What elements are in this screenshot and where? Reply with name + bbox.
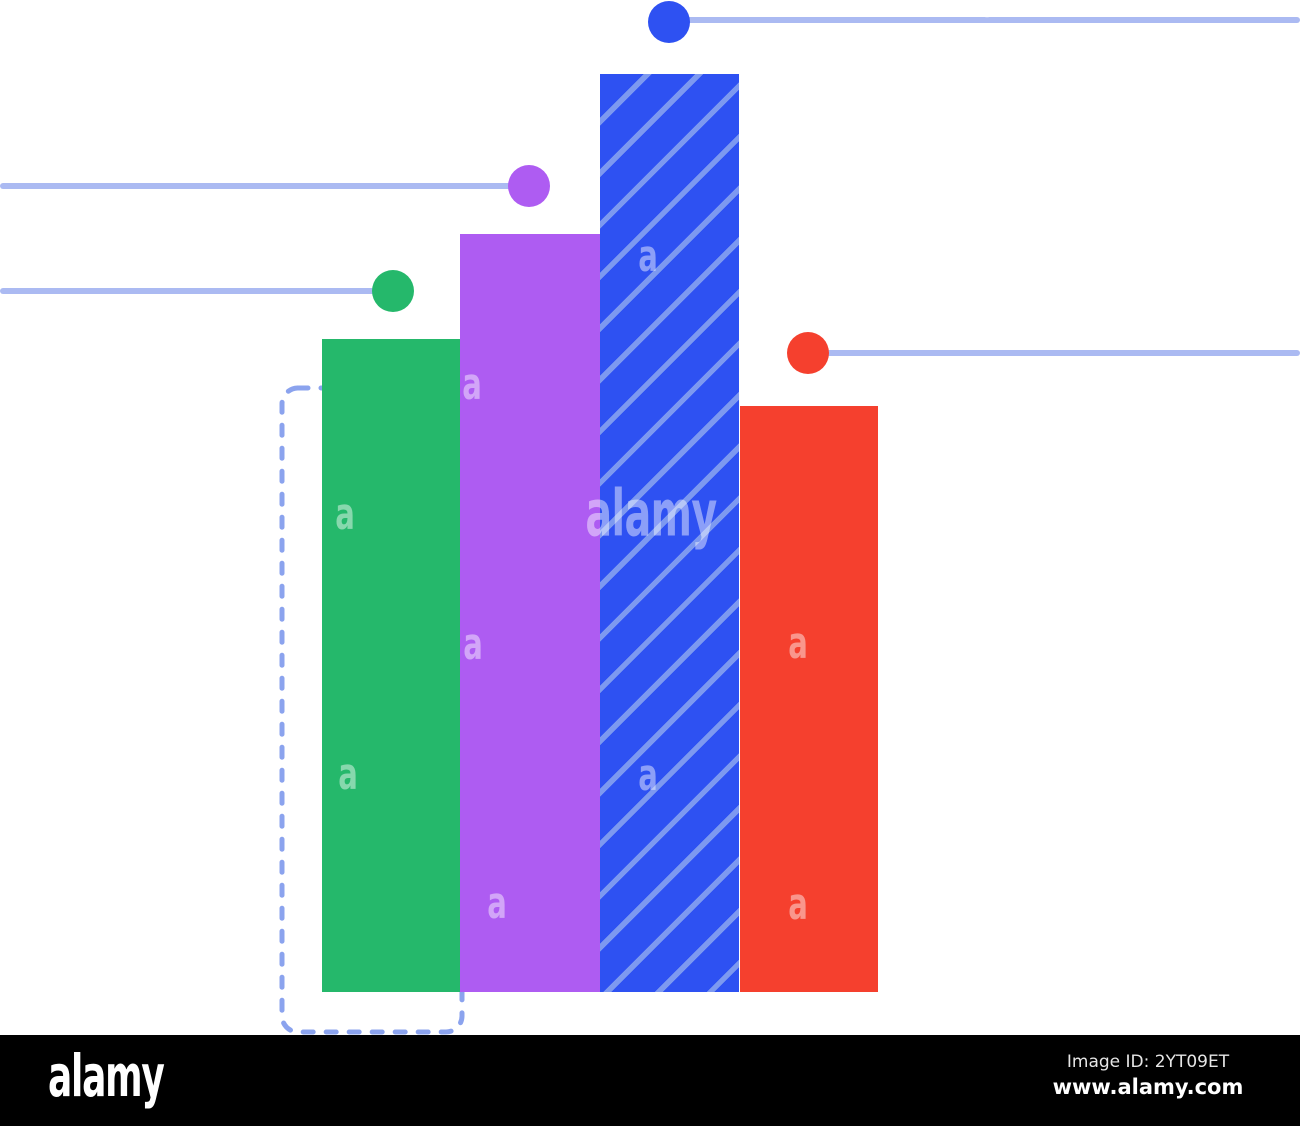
- red-bar: [740, 406, 878, 992]
- alamy-url-text: www.alamy.com: [1052, 1074, 1244, 1099]
- blue-callout-line: [669, 17, 1300, 23]
- blue-callout-dot: [648, 1, 690, 43]
- green-callout-dot: [372, 270, 414, 312]
- footer-credit: Image ID: 2YT09ET www.alamy.com: [1038, 1051, 1258, 1101]
- alamy-logo: alamy: [48, 1042, 165, 1110]
- footer-bar: alamy Image ID: 2YT09ET www.alamy.com: [0, 1035, 1300, 1126]
- purple-callout-line: [0, 183, 529, 189]
- purple-callout-dot: [508, 165, 550, 207]
- image-id-text: Image ID: 2YT09ET: [1066, 1052, 1230, 1072]
- blue-striped-bar: [600, 74, 739, 992]
- red-callout-line: [808, 350, 1300, 356]
- purple-bar: [460, 234, 600, 992]
- green-bar: [322, 339, 460, 992]
- red-callout-dot: [787, 332, 829, 374]
- green-callout-line: [0, 288, 393, 294]
